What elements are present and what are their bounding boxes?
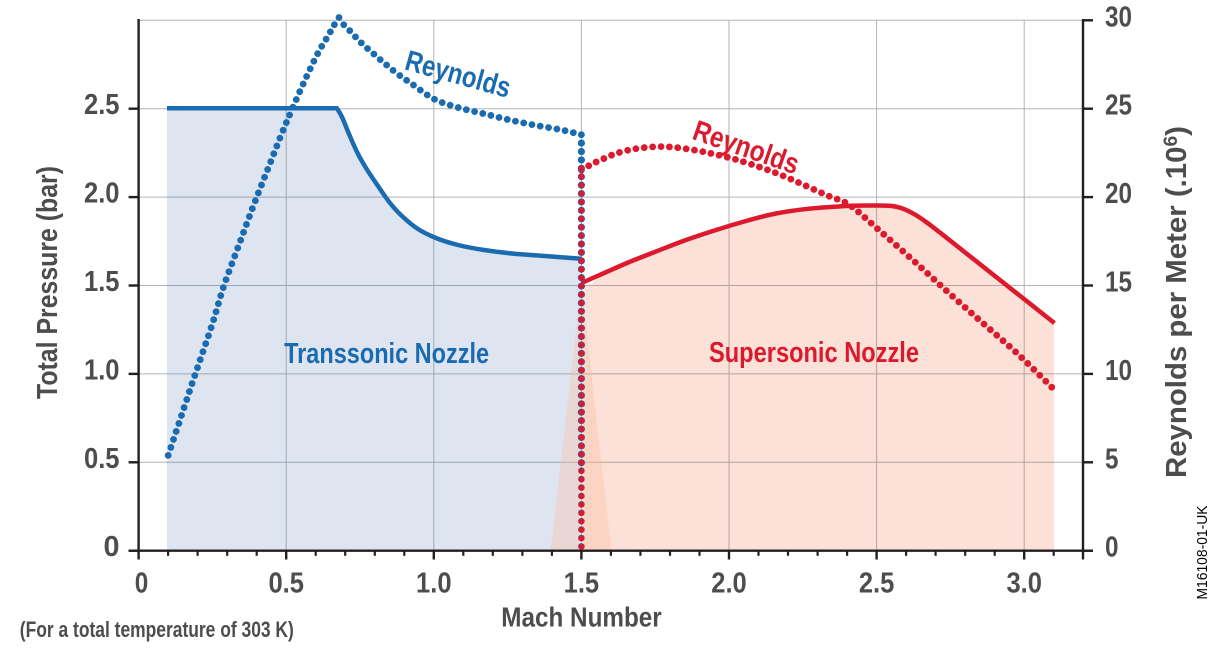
svg-text:1.5: 1.5 <box>84 266 120 298</box>
svg-text:Transsonic Nozzle: Transsonic Nozzle <box>284 338 489 370</box>
svg-text:(For a total temperature of 30: (For a total temperature of 303 K) <box>20 617 294 642</box>
svg-text:Reynolds per Meter (.106): Reynolds per Meter (.106) <box>1161 126 1193 478</box>
svg-text:Total Pressure (bar): Total Pressure (bar) <box>32 166 64 399</box>
svg-text:5: 5 <box>1105 443 1119 475</box>
svg-text:0: 0 <box>135 568 149 600</box>
svg-text:M16108-01-UK: M16108-01-UK <box>1194 506 1211 600</box>
svg-text:Supersonic Nozzle: Supersonic Nozzle <box>709 337 919 369</box>
svg-text:20: 20 <box>1105 178 1132 210</box>
svg-text:0: 0 <box>104 531 120 563</box>
svg-text:1.5: 1.5 <box>564 568 600 600</box>
svg-text:0.5: 0.5 <box>84 443 120 475</box>
svg-text:15: 15 <box>1105 267 1132 299</box>
svg-text:Mach Number: Mach Number <box>501 602 662 633</box>
svg-text:30: 30 <box>1105 1 1132 33</box>
svg-text:25: 25 <box>1105 90 1132 122</box>
svg-text:2.0: 2.0 <box>711 568 747 600</box>
svg-text:2.0: 2.0 <box>84 178 120 210</box>
svg-text:0: 0 <box>1105 532 1119 564</box>
svg-text:0.5: 0.5 <box>268 568 304 600</box>
svg-text:1.0: 1.0 <box>416 568 452 600</box>
svg-text:2.5: 2.5 <box>859 568 895 600</box>
svg-text:3.0: 3.0 <box>1006 568 1042 600</box>
svg-text:10: 10 <box>1105 355 1132 387</box>
svg-text:2.5: 2.5 <box>84 89 120 121</box>
svg-text:1.0: 1.0 <box>84 354 120 386</box>
